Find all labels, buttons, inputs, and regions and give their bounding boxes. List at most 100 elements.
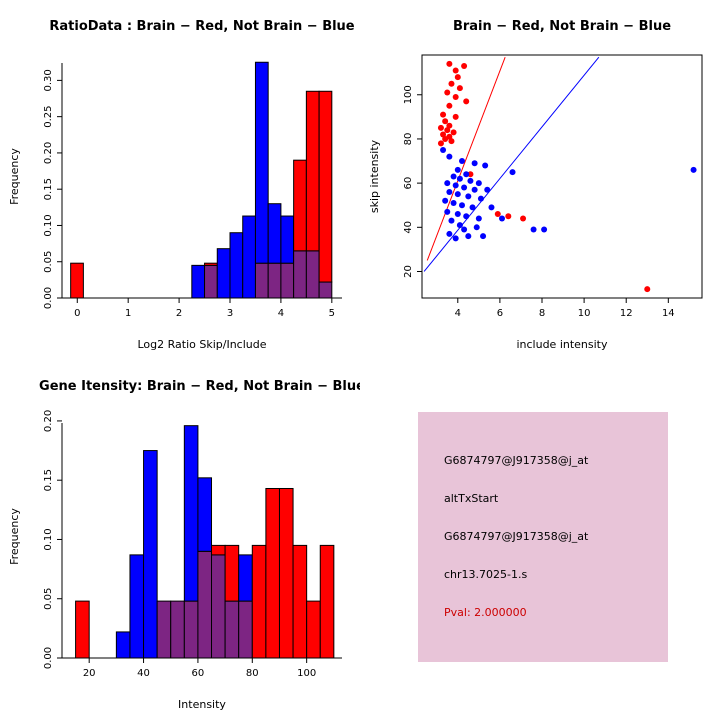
hist-bar-blue [242,215,256,299]
brain-point [505,213,512,220]
not-brain-point [463,171,470,178]
brain-point [444,127,451,134]
x-tick-label: 4 [455,308,461,319]
x-axis-label: include intensity [516,338,608,351]
not-brain-point [454,191,461,198]
x-axis-label: Intensity [178,698,226,711]
not-brain-point [475,215,482,222]
not-brain-point [509,169,516,176]
not-brain-point [440,146,447,153]
x-tick-label: 8 [539,308,545,319]
hist-bar-overlap [280,262,295,299]
hist-bar-red [319,544,335,659]
brain-point [448,80,455,87]
hist-bar-blue [129,554,145,659]
brain-point [494,211,501,218]
hist-bar-red [251,544,267,659]
hist-bar-red [265,487,280,659]
info-line-probe-id: G6874797@J917358@j_at [444,454,589,467]
gene-intensity-histogram-chart: Gene Itensity: Brain − Red, Not Brain − … [8,379,360,711]
intensity-scatter-panel: Brain − Red, Not Brain − Blue include int… [360,0,720,360]
x-tick-label: 4 [278,308,284,319]
intensity-scatter-chart: Brain − Red, Not Brain − Blue include int… [368,19,703,351]
hist-bar-overlap [170,600,185,659]
not-brain-point [459,202,465,209]
not-brain-point [448,217,455,224]
ratio-histogram-chart: RatioData : Brain − Red, Not Brain − Blu… [8,19,355,351]
x-tick-label: 10 [578,308,591,319]
y-tick-label: 0.15 [43,178,54,200]
not-brain-point [482,162,489,169]
y-tick-label: 0.25 [43,106,54,128]
x-tick-label: 5 [329,308,335,319]
hist-bar-overlap [267,262,282,299]
brain-point [442,135,449,142]
hist-bar-overlap [156,600,172,659]
brain-point [448,138,455,145]
not-brain-point [690,166,697,173]
brain-point [463,98,470,105]
not-brain-point [461,184,468,191]
not-brain-point [454,166,461,173]
brain-point [452,93,459,100]
hist-bar-blue [280,215,295,264]
info-line-location: chr13.7025-1.s [444,568,528,581]
brain-point [461,63,468,70]
y-tick-label: 0.00 [43,287,54,309]
not-brain-point [480,233,487,240]
x-tick-label: 3 [227,308,233,319]
y-axis-label: Frequency [8,508,21,565]
y-tick-label: 80 [403,133,414,146]
not-brain-point [446,153,453,160]
not-brain-point [471,186,478,193]
y-axis-label: Frequency [8,148,21,205]
not-brain-point [467,177,474,184]
not-brain-point [499,215,505,222]
hist-bar-overlap [204,264,218,299]
brain-point [452,113,459,120]
x-tick-label: 40 [137,668,150,679]
hist-bar-red [211,544,226,556]
brain-point [444,89,451,96]
not-brain-point [456,222,463,229]
x-tick-label: 1 [125,308,131,319]
hist-bar-overlap [224,600,240,659]
y-tick-label: 0.10 [43,528,54,550]
hist-bar-blue [143,450,158,659]
y-tick-label: 0.10 [43,214,54,236]
brain-point [442,118,449,125]
not-brain-point [444,208,451,215]
x-axis-label: Log2 Ratio Skip/Include [137,338,266,351]
hist-bar-overlap [238,600,253,659]
y-tick-label: 20 [403,265,414,278]
not-brain-point [456,175,463,182]
brain-point [437,124,444,131]
hist-bar-blue [267,203,282,264]
hist-bar-red [224,544,240,602]
not-brain-point [465,233,472,240]
x-tick-label: 0 [74,308,80,319]
x-tick-label: 12 [620,308,633,319]
hist-bar-blue [229,232,244,299]
not-brain-point [452,235,459,242]
not-brain-point [465,193,472,200]
y-axis-label: skip intensity [368,139,381,213]
not-brain-point [473,224,480,231]
plot-border [421,54,703,299]
chart-title: Gene Itensity: Brain − Red, Not Brain − … [39,379,360,394]
not-brain-point [463,213,470,220]
x-tick-label: 100 [297,668,316,679]
info-box: G6874797@J917358@j_at altTxStart G687479… [418,412,668,662]
y-tick-label: 0.20 [43,410,54,432]
not-brain-point [450,173,457,180]
brain-point [520,215,527,222]
not-brain-point [450,200,457,207]
info-line-event-type: altTxStart [444,492,499,505]
hist-bar-red [292,544,308,659]
hist-bar-blue [254,61,269,264]
hist-bar-overlap [183,600,199,659]
y-tick-label: 0.05 [43,251,54,273]
x-tick-label: 14 [662,308,675,319]
x-tick-label: 20 [83,668,96,679]
not-brain-point [446,188,453,195]
